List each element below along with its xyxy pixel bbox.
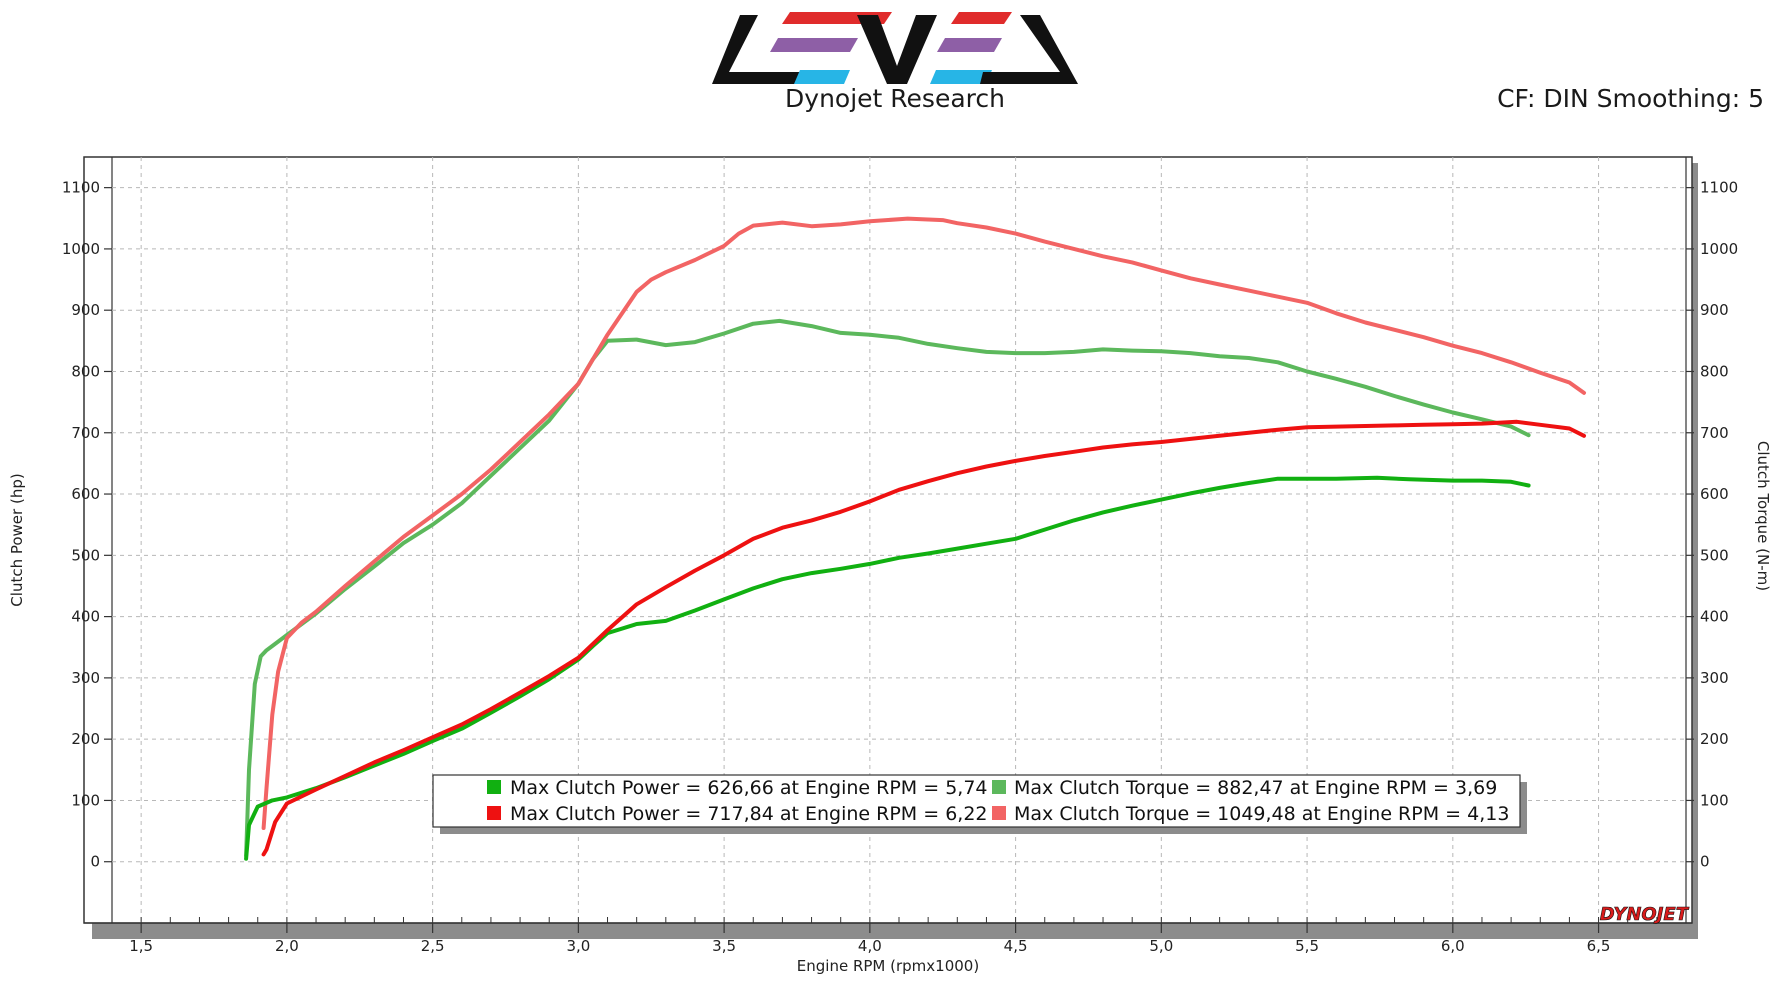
y-right-tick-label: 900 [1700, 301, 1729, 319]
legend-entry-3: Max Clutch Torque = 882,47 at Engine RPM… [1014, 777, 1497, 799]
series-line-torque-red [261, 216, 1586, 830]
y-left-tick-label: 200 [71, 730, 100, 748]
legend: Max Clutch Power = 626,66 at Engine RPM … [432, 774, 1527, 834]
y-left-tick-label: 500 [71, 546, 100, 564]
y-right-tick-label: 0 [1700, 853, 1710, 871]
x-tick-label: 4,0 [858, 937, 882, 955]
x-tick-label: 2,0 [275, 937, 299, 955]
logo-bar-blue-2 [930, 70, 992, 84]
y-right-tick-label: 200 [1700, 730, 1729, 748]
logo-letter-v [857, 15, 937, 84]
y-left-tick-label: 900 [71, 301, 100, 319]
x-tick-label: 6,0 [1441, 937, 1465, 955]
y-axis-title-right: Clutch Torque (N-m) [1754, 441, 1772, 591]
y-right-tick-label: 700 [1700, 424, 1729, 442]
y-left-tick-label: 300 [71, 669, 100, 687]
series-line-power-green [244, 475, 1531, 861]
y-right-tick-label: 400 [1700, 608, 1729, 626]
x-tick-label: 4,5 [1004, 937, 1028, 955]
legend-entry-1: Max Clutch Power = 626,66 at Engine RPM … [510, 777, 988, 799]
y-left-tick-label: 1000 [62, 240, 100, 258]
legend-entry-2: Max Clutch Power = 717,84 at Engine RPM … [510, 803, 988, 825]
series-line-power-red [261, 419, 1586, 857]
y-left-tick-label: 0 [90, 853, 100, 871]
x-tick-label: 6,5 [1587, 937, 1611, 955]
x-tick-label: 5,0 [1149, 937, 1173, 955]
logo-bar-purple-1 [770, 38, 858, 52]
y-left-tick-label: 600 [71, 485, 100, 503]
brand-title: Dynojet Research [785, 84, 1005, 113]
logo-bar-red-2 [951, 12, 1012, 24]
y-left-tick-label: 800 [71, 362, 100, 380]
y-left-tick-label: 100 [71, 791, 100, 809]
legend-swatch-3 [992, 780, 1006, 794]
y-left-tick-label: 1100 [62, 179, 100, 197]
y-axis-title-left: Clutch Power (hp) [8, 473, 26, 606]
legend-swatch-1 [487, 780, 501, 794]
level-logo [712, 12, 1078, 84]
x-tick-label: 5,5 [1295, 937, 1319, 955]
x-tick-label: 2,5 [421, 937, 445, 955]
y-left-tick-label: 700 [71, 424, 100, 442]
y-right-tick-label: 1100 [1700, 179, 1738, 197]
legend-swatch-4 [992, 806, 1006, 820]
correction-settings: CF: DIN Smoothing: 5 [1497, 84, 1764, 113]
series-line-torque-green [244, 318, 1531, 858]
x-tick-label: 3,5 [712, 937, 736, 955]
y-right-tick-label: 800 [1700, 362, 1729, 380]
y-right-tick-label: 300 [1700, 669, 1729, 687]
logo-letter-l-reversed [980, 15, 1078, 84]
x-axis-title: Engine RPM (rpmx1000) [797, 957, 979, 975]
y-left-tick-label: 400 [71, 608, 100, 626]
x-tick-label: 1,5 [129, 937, 153, 955]
y-right-tick-label: 100 [1700, 791, 1729, 809]
legend-entry-4: Max Clutch Torque = 1049,48 at Engine RP… [1014, 803, 1509, 825]
logo-bar-blue-1 [794, 70, 850, 84]
logo-bar-purple-2 [937, 38, 1002, 52]
y-right-tick-label: 600 [1700, 485, 1729, 503]
series-lines [244, 216, 1586, 861]
axis-ticks: 1,5 2,0 2,5 3,0 3,5 4,0 4,5 5,0 5,5 6,0 6,5 0 0 100 10… [62, 179, 1738, 955]
y-right-tick-label: 1000 [1700, 240, 1738, 258]
logo-letter-l [712, 15, 810, 84]
dynojet-watermark: DYNOJET [1600, 904, 1690, 925]
y-right-tick-label: 500 [1700, 546, 1729, 564]
legend-swatch-2 [487, 806, 501, 820]
x-tick-label: 3,0 [566, 937, 590, 955]
legend-box [432, 774, 1521, 828]
